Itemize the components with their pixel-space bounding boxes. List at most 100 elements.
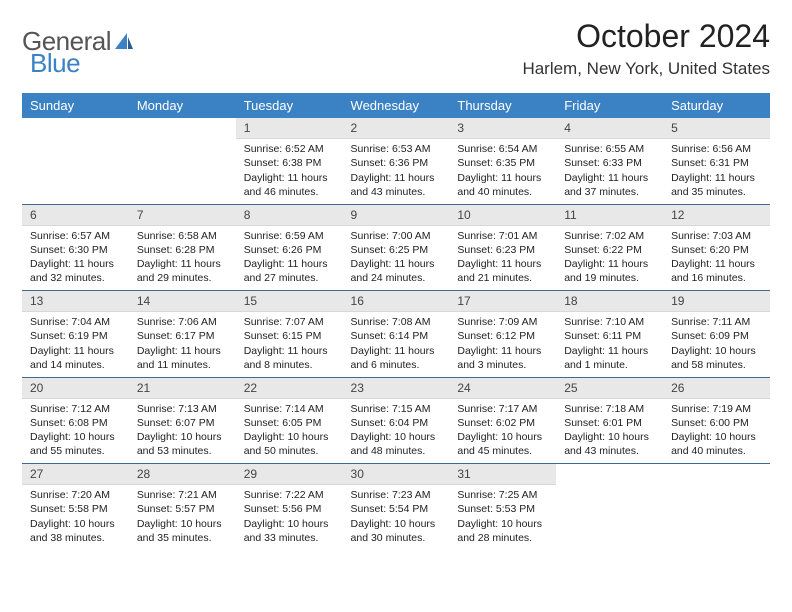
day-cell: 21Sunrise: 7:13 AMSunset: 6:07 PMDayligh… [129,378,236,464]
header: General October 2024 Harlem, New York, U… [22,18,770,79]
day-body: Sunrise: 7:25 AMSunset: 5:53 PMDaylight:… [449,485,556,549]
day-body: Sunrise: 7:11 AMSunset: 6:09 PMDaylight:… [663,312,770,376]
day-number: 26 [663,378,770,399]
day-number: 24 [449,378,556,399]
day-header-row: SundayMondayTuesdayWednesdayThursdayFrid… [22,93,770,118]
day-body: Sunrise: 6:57 AMSunset: 6:30 PMDaylight:… [22,226,129,290]
day-cell: 5Sunrise: 6:56 AMSunset: 6:31 PMDaylight… [663,118,770,204]
calendar-body: 1Sunrise: 6:52 AMSunset: 6:38 PMDaylight… [22,118,770,550]
week-row: 6Sunrise: 6:57 AMSunset: 6:30 PMDaylight… [22,205,770,291]
day-cell: 11Sunrise: 7:02 AMSunset: 6:22 PMDayligh… [556,205,663,291]
day-body: Sunrise: 7:19 AMSunset: 6:00 PMDaylight:… [663,399,770,463]
day-cell: 12Sunrise: 7:03 AMSunset: 6:20 PMDayligh… [663,205,770,291]
day-number: 28 [129,464,236,485]
day-header: Sunday [22,93,129,118]
day-number: 25 [556,378,663,399]
day-number: 7 [129,205,236,226]
day-body: Sunrise: 7:20 AMSunset: 5:58 PMDaylight:… [22,485,129,549]
day-body: Sunrise: 7:14 AMSunset: 6:05 PMDaylight:… [236,399,343,463]
day-number: 2 [343,118,450,139]
day-number: 29 [236,464,343,485]
day-body: Sunrise: 7:00 AMSunset: 6:25 PMDaylight:… [343,226,450,290]
day-cell: 18Sunrise: 7:10 AMSunset: 6:11 PMDayligh… [556,291,663,377]
day-body: Sunrise: 7:10 AMSunset: 6:11 PMDaylight:… [556,312,663,376]
day-cell: 10Sunrise: 7:01 AMSunset: 6:23 PMDayligh… [449,205,556,291]
day-body: Sunrise: 7:09 AMSunset: 6:12 PMDaylight:… [449,312,556,376]
day-body: Sunrise: 6:54 AMSunset: 6:35 PMDaylight:… [449,139,556,203]
day-body: Sunrise: 6:56 AMSunset: 6:31 PMDaylight:… [663,139,770,203]
day-body: Sunrise: 6:58 AMSunset: 6:28 PMDaylight:… [129,226,236,290]
day-number: 16 [343,291,450,312]
day-cell: 1Sunrise: 6:52 AMSunset: 6:38 PMDaylight… [236,118,343,204]
day-number: 4 [556,118,663,139]
day-body: Sunrise: 7:23 AMSunset: 5:54 PMDaylight:… [343,485,450,549]
calendar-table: SundayMondayTuesdayWednesdayThursdayFrid… [22,93,770,550]
day-body: Sunrise: 7:02 AMSunset: 6:22 PMDaylight:… [556,226,663,290]
day-cell: 20Sunrise: 7:12 AMSunset: 6:08 PMDayligh… [22,378,129,464]
day-number: 13 [22,291,129,312]
day-body: Sunrise: 7:21 AMSunset: 5:57 PMDaylight:… [129,485,236,549]
day-cell: 2Sunrise: 6:53 AMSunset: 6:36 PMDaylight… [343,118,450,204]
day-number: 30 [343,464,450,485]
day-cell: 3Sunrise: 6:54 AMSunset: 6:35 PMDaylight… [449,118,556,204]
day-number: 15 [236,291,343,312]
day-header: Thursday [449,93,556,118]
day-body: Sunrise: 7:22 AMSunset: 5:56 PMDaylight:… [236,485,343,549]
day-body: Sunrise: 6:59 AMSunset: 6:26 PMDaylight:… [236,226,343,290]
day-number: 22 [236,378,343,399]
day-body: Sunrise: 6:53 AMSunset: 6:36 PMDaylight:… [343,139,450,203]
day-number: 6 [22,205,129,226]
day-number: 5 [663,118,770,139]
day-cell [556,464,663,550]
day-body: Sunrise: 7:08 AMSunset: 6:14 PMDaylight:… [343,312,450,376]
day-cell: 24Sunrise: 7:17 AMSunset: 6:02 PMDayligh… [449,378,556,464]
day-number: 10 [449,205,556,226]
day-cell: 9Sunrise: 7:00 AMSunset: 6:25 PMDaylight… [343,205,450,291]
logo-text-blue: Blue [30,48,80,78]
day-cell: 31Sunrise: 7:25 AMSunset: 5:53 PMDayligh… [449,464,556,550]
day-cell: 19Sunrise: 7:11 AMSunset: 6:09 PMDayligh… [663,291,770,377]
day-body: Sunrise: 7:06 AMSunset: 6:17 PMDaylight:… [129,312,236,376]
day-cell: 22Sunrise: 7:14 AMSunset: 6:05 PMDayligh… [236,378,343,464]
day-number: 20 [22,378,129,399]
day-number: 27 [22,464,129,485]
day-cell: 28Sunrise: 7:21 AMSunset: 5:57 PMDayligh… [129,464,236,550]
day-cell: 29Sunrise: 7:22 AMSunset: 5:56 PMDayligh… [236,464,343,550]
calendar-head: SundayMondayTuesdayWednesdayThursdayFrid… [22,93,770,118]
day-cell: 27Sunrise: 7:20 AMSunset: 5:58 PMDayligh… [22,464,129,550]
day-body: Sunrise: 7:01 AMSunset: 6:23 PMDaylight:… [449,226,556,290]
day-cell: 13Sunrise: 7:04 AMSunset: 6:19 PMDayligh… [22,291,129,377]
day-cell: 17Sunrise: 7:09 AMSunset: 6:12 PMDayligh… [449,291,556,377]
day-body: Sunrise: 6:55 AMSunset: 6:33 PMDaylight:… [556,139,663,203]
title-block: October 2024 Harlem, New York, United St… [522,18,770,79]
day-number: 14 [129,291,236,312]
day-body: Sunrise: 7:07 AMSunset: 6:15 PMDaylight:… [236,312,343,376]
day-cell: 26Sunrise: 7:19 AMSunset: 6:00 PMDayligh… [663,378,770,464]
day-number: 21 [129,378,236,399]
day-number: 1 [236,118,343,139]
day-cell: 8Sunrise: 6:59 AMSunset: 6:26 PMDaylight… [236,205,343,291]
day-body: Sunrise: 7:12 AMSunset: 6:08 PMDaylight:… [22,399,129,463]
day-number: 11 [556,205,663,226]
day-body: Sunrise: 7:17 AMSunset: 6:02 PMDaylight:… [449,399,556,463]
month-title: October 2024 [522,18,770,55]
day-header: Tuesday [236,93,343,118]
day-number: 31 [449,464,556,485]
day-cell: 7Sunrise: 6:58 AMSunset: 6:28 PMDaylight… [129,205,236,291]
day-cell: 15Sunrise: 7:07 AMSunset: 6:15 PMDayligh… [236,291,343,377]
day-header: Wednesday [343,93,450,118]
logo-blue-wrap: Blue [30,48,80,79]
day-cell [129,118,236,204]
day-number: 8 [236,205,343,226]
day-body: Sunrise: 7:18 AMSunset: 6:01 PMDaylight:… [556,399,663,463]
day-cell: 23Sunrise: 7:15 AMSunset: 6:04 PMDayligh… [343,378,450,464]
week-row: 13Sunrise: 7:04 AMSunset: 6:19 PMDayligh… [22,291,770,377]
day-cell: 14Sunrise: 7:06 AMSunset: 6:17 PMDayligh… [129,291,236,377]
day-cell: 30Sunrise: 7:23 AMSunset: 5:54 PMDayligh… [343,464,450,550]
day-number: 18 [556,291,663,312]
day-number: 19 [663,291,770,312]
day-cell: 4Sunrise: 6:55 AMSunset: 6:33 PMDaylight… [556,118,663,204]
day-number: 12 [663,205,770,226]
day-body: Sunrise: 6:52 AMSunset: 6:38 PMDaylight:… [236,139,343,203]
day-header: Saturday [663,93,770,118]
